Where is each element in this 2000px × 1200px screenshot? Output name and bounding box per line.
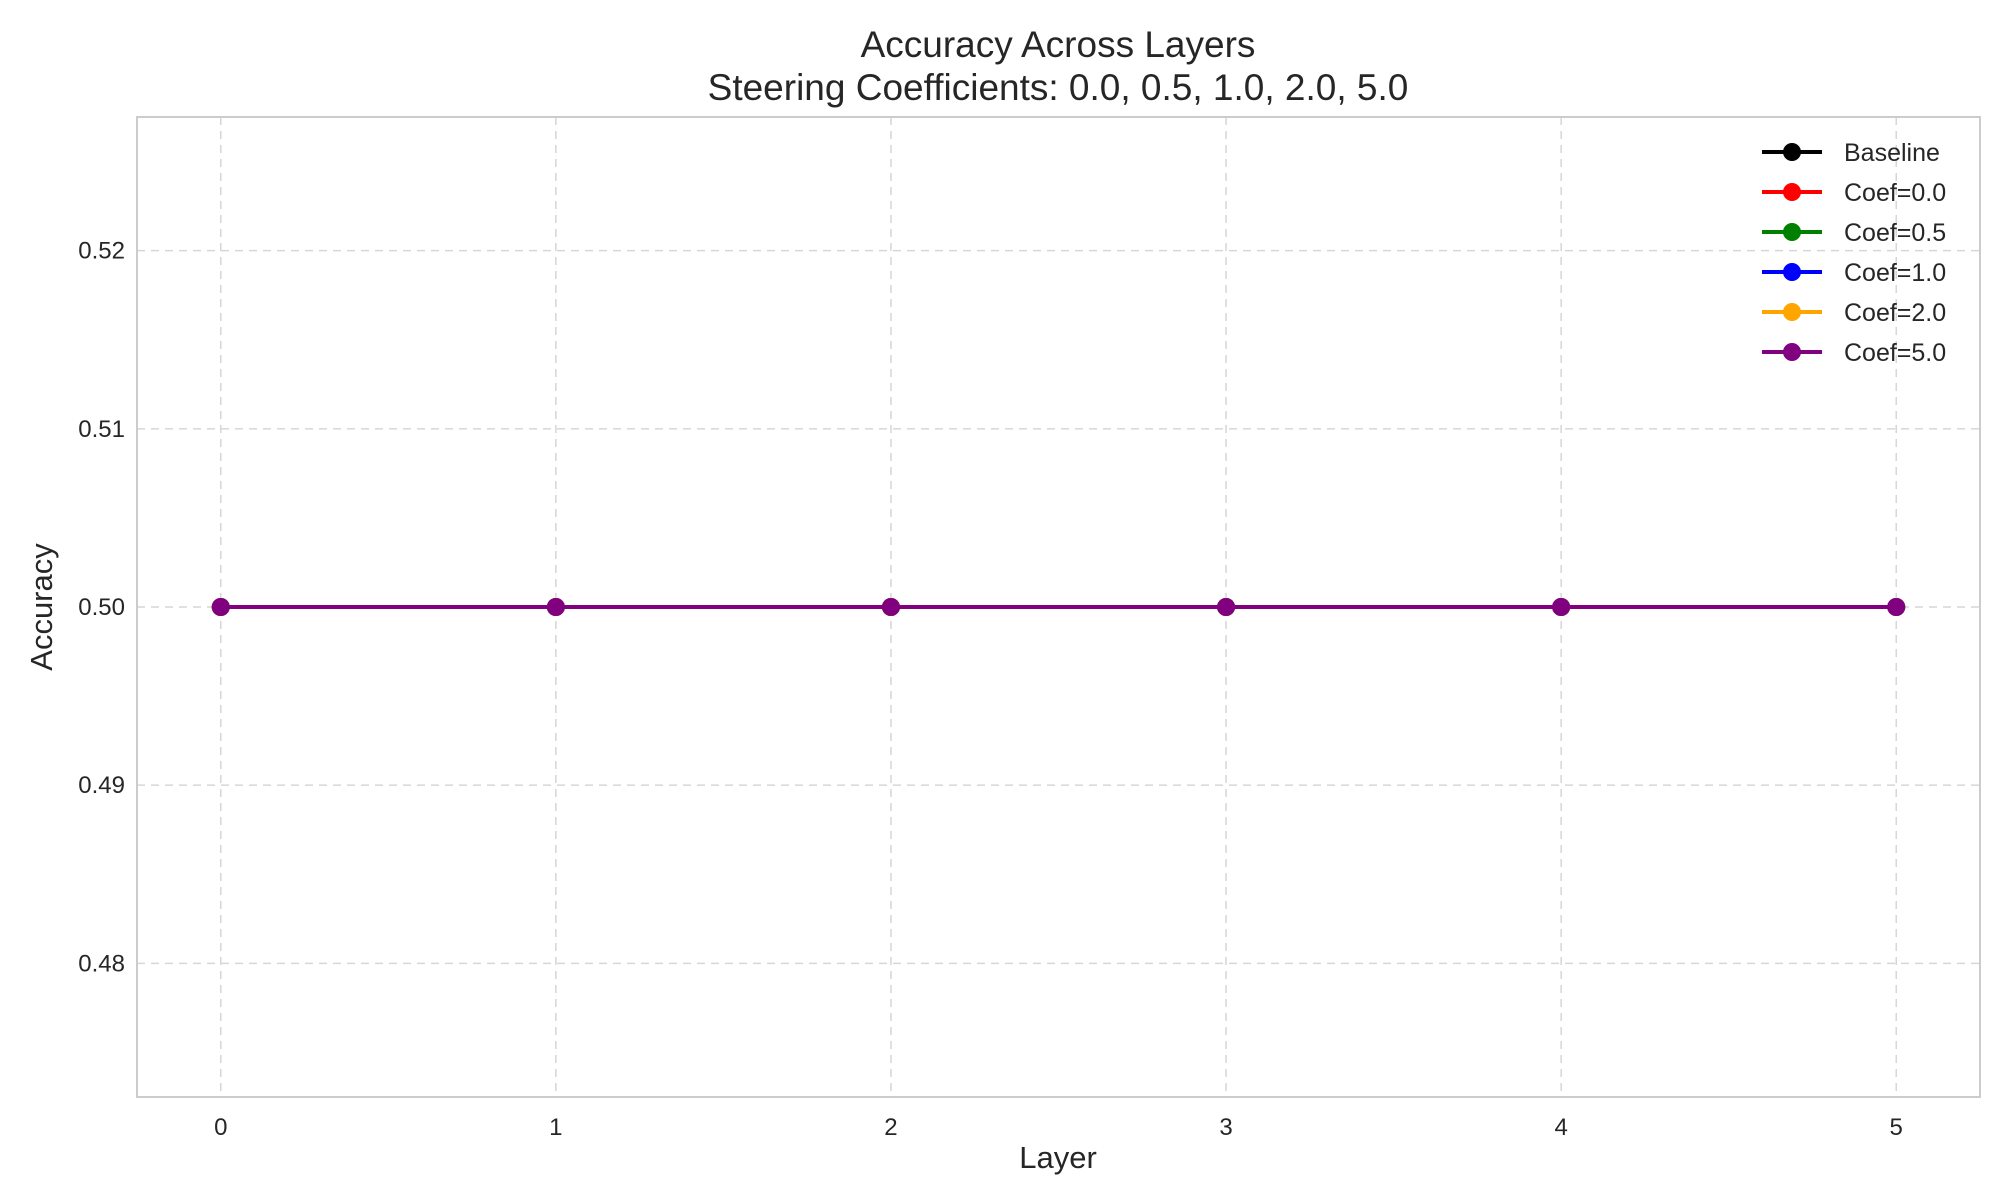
chart-title: Accuracy Across Layers [861,24,1256,65]
legend-entry: Coef=5.0 [1762,339,1946,367]
y-tick-label: 0.50 [78,594,125,621]
data-point [211,598,230,616]
legend-label: Coef=2.0 [1844,299,1946,327]
series-coef-5-0 [211,598,1906,616]
legend-marker [1783,143,1801,161]
x-tick-label: 5 [1890,1114,1903,1141]
legend-label: Coef=5.0 [1844,339,1946,367]
data-point [1217,598,1236,616]
legend-entry: Baseline [1762,139,1940,167]
y-tick-label: 0.52 [78,238,125,265]
data-point [1552,598,1571,616]
legend-label: Coef=0.5 [1844,219,1946,247]
tick-labels: 0 1 2 3 4 5 0.48 0.49 0.50 0.51 0.52 [78,238,1903,1141]
y-tick-label: 0.49 [78,772,125,799]
legend-marker [1783,223,1801,241]
y-tick-label: 0.48 [78,950,125,977]
legend-label: Coef=0.0 [1844,179,1946,207]
y-axis-label: Accuracy [24,543,59,671]
legend-marker [1783,263,1801,281]
data-point [546,598,565,616]
x-axis-label: Layer [1019,1140,1097,1175]
legend-entry: Coef=0.5 [1762,219,1946,247]
legend-entry: Coef=1.0 [1762,259,1946,287]
legend-marker [1783,183,1801,201]
legend-entry: Coef=0.0 [1762,179,1946,207]
x-tick-label: 3 [1219,1114,1232,1141]
plot-frame [136,116,1981,1098]
legend-marker [1783,343,1801,361]
x-tick-label: 1 [549,1114,562,1141]
legend-entry: Coef=2.0 [1762,299,1946,327]
data-point [881,598,900,616]
series-lines [211,598,1906,616]
legend-label: Baseline [1844,139,1940,167]
x-tick-label: 4 [1554,1114,1567,1141]
x-tick-label: 2 [884,1114,897,1141]
y-tick-label: 0.51 [78,416,125,443]
legend-label: Coef=1.0 [1844,259,1946,287]
legend: Baseline Coef=0.0 Coef=0.5 Coef=1.0 Coef=2.0… [1762,139,1946,367]
legend-marker [1783,303,1801,321]
data-point [1887,598,1906,616]
x-tick-label: 0 [214,1114,227,1141]
chart-subtitle: Steering Coefficients: 0.0, 0.5, 1.0, 2.… [708,67,1409,108]
